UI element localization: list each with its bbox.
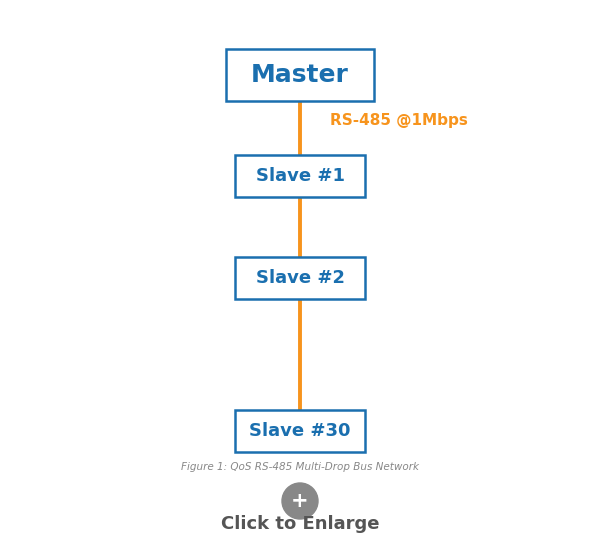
Text: Master: Master — [251, 63, 349, 87]
FancyBboxPatch shape — [226, 49, 374, 101]
Text: Slave #30: Slave #30 — [249, 422, 351, 440]
Text: +: + — [291, 491, 309, 511]
Text: Slave #2: Slave #2 — [256, 269, 344, 287]
Text: RS-485 @1Mbps: RS-485 @1Mbps — [330, 113, 468, 128]
Text: Slave #1: Slave #1 — [256, 167, 344, 185]
Text: Click to Enlarge: Click to Enlarge — [221, 515, 379, 533]
FancyBboxPatch shape — [235, 155, 365, 197]
FancyBboxPatch shape — [235, 257, 365, 299]
Circle shape — [282, 483, 318, 519]
FancyBboxPatch shape — [235, 410, 365, 452]
Text: Figure 1: QoS RS-485 Multi-Drop Bus Network: Figure 1: QoS RS-485 Multi-Drop Bus Netw… — [181, 462, 419, 472]
